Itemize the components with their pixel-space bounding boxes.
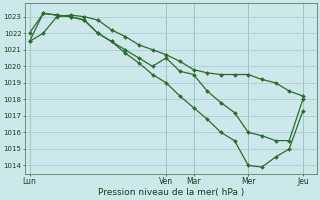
X-axis label: Pression niveau de la mer( hPa ): Pression niveau de la mer( hPa ) <box>98 188 244 197</box>
